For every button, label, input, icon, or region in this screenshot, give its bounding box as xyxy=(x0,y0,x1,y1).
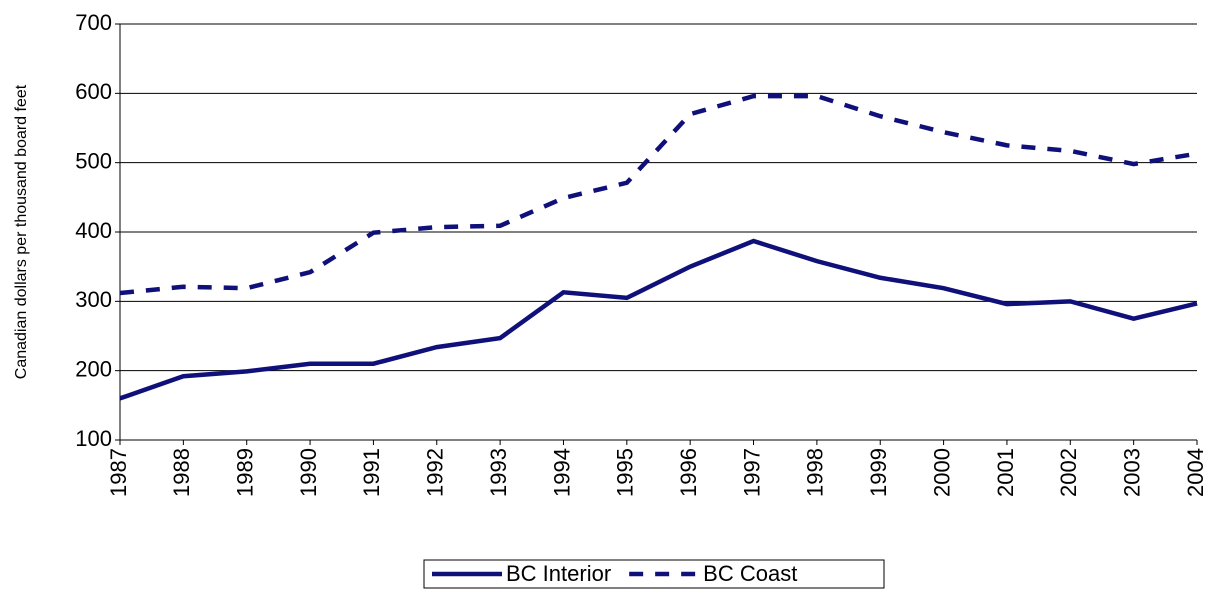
y-tick-label: 300 xyxy=(75,287,112,312)
y-tick-label: 600 xyxy=(75,79,112,104)
x-tick-label: 1987 xyxy=(106,448,131,497)
y-tick-label: 500 xyxy=(75,148,112,173)
x-tick-label: 2003 xyxy=(1119,448,1144,497)
y-tick-label: 100 xyxy=(75,426,112,451)
x-tick-label: 1995 xyxy=(613,448,638,497)
legend-label: BC Interior xyxy=(506,561,611,586)
x-tick-label: 1996 xyxy=(676,448,701,497)
x-tick-label: 2004 xyxy=(1183,448,1208,497)
y-tick-label: 700 xyxy=(75,10,112,35)
series-line xyxy=(119,238,1198,401)
x-tick-label: 1999 xyxy=(866,448,891,497)
x-tick-label: 1988 xyxy=(169,448,194,497)
y-tick-label: 200 xyxy=(75,356,112,381)
x-tick-label: 1993 xyxy=(486,448,511,497)
x-tick-label: 2000 xyxy=(929,448,954,497)
x-tick-label: 1990 xyxy=(296,448,321,497)
x-tick-label: 1992 xyxy=(423,448,448,497)
legend-label: BC Coast xyxy=(703,561,797,586)
x-tick-label: 1989 xyxy=(233,448,258,497)
x-tick-label: 1998 xyxy=(803,448,828,497)
series-line xyxy=(119,93,1198,296)
x-tick-label: 1991 xyxy=(359,448,384,497)
x-tick-label: 1994 xyxy=(549,448,574,497)
x-tick-label: 2001 xyxy=(993,448,1018,497)
x-tick-label: 1997 xyxy=(739,448,764,497)
y-axis-title: Canadian dollars per thousand board feet xyxy=(13,84,30,379)
x-tick-label: 2002 xyxy=(1056,448,1081,497)
y-tick-label: 400 xyxy=(75,218,112,243)
